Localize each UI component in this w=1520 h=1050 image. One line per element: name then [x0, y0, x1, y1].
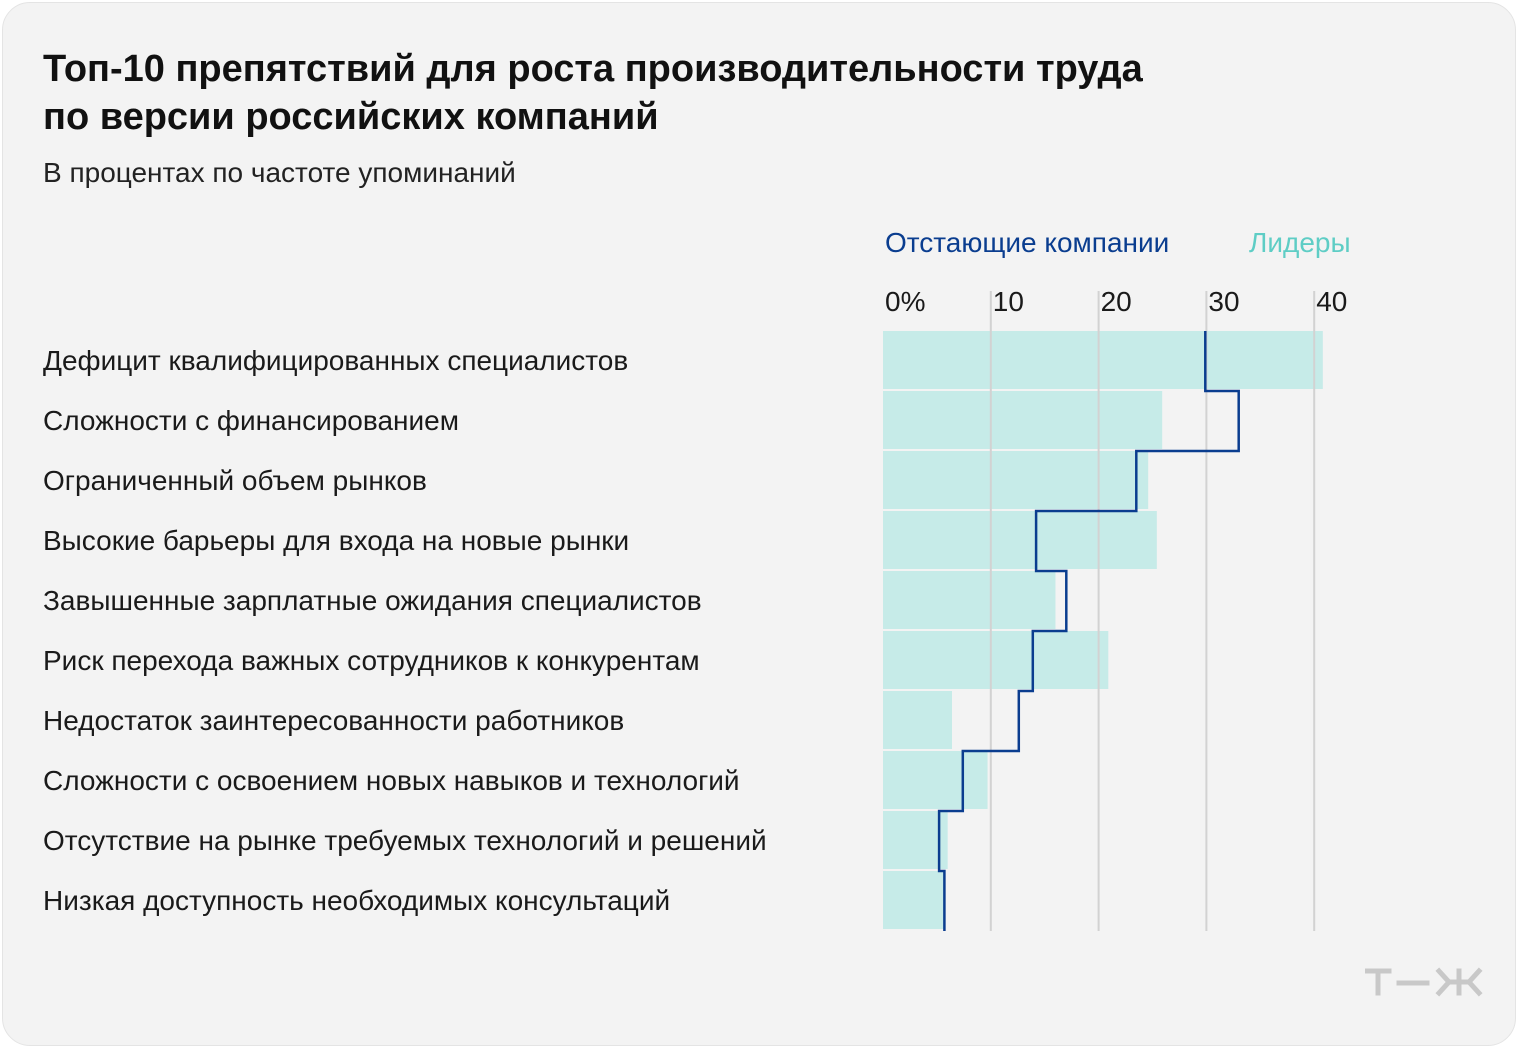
category-label-6: Недостаток заинтересованности работников [43, 705, 625, 736]
chart-title: Топ-10 препятствий для роста производите… [43, 45, 1343, 141]
chart-title-line-2: по версии российских компаний [43, 96, 659, 138]
bar-leaders-2 [883, 451, 1149, 509]
legend-laggards: Отстающие компании [885, 227, 1170, 258]
category-label-3: Высокие барьеры для входа на новые рынки [43, 525, 630, 556]
category-label-4: Завышенные зарплатные ожидания специалис… [43, 585, 702, 616]
x-tick-label-2: 20 [1101, 286, 1132, 317]
category-label-9: Низкая доступность необходимых консульта… [43, 885, 671, 916]
x-tick-label-3: 30 [1208, 286, 1239, 317]
category-label-5: Риск перехода важных сотрудников к конку… [43, 645, 700, 676]
chart-plot: 0% 10 20 30 40 [883, 286, 1347, 931]
bar-leaders-5 [883, 631, 1109, 689]
bar-leaders-3 [883, 511, 1157, 569]
chart-title-line-1: Топ-10 препятствий для роста производите… [43, 48, 1143, 90]
category-label-1: Сложности с финансированием [43, 405, 459, 436]
bar-leaders-4 [883, 571, 1056, 629]
category-label-8: Отсутствие на рынке требуемых технологий… [43, 825, 767, 856]
chart-subtitle: В процентах по частоте упоминаний [43, 157, 516, 188]
bar-leaders-0 [883, 331, 1323, 389]
legend-leaders: Лидеры [1249, 227, 1351, 258]
bar-leaders-1 [883, 391, 1163, 449]
x-tick-label-0: 0% [885, 286, 925, 317]
bar-leaders-6 [883, 691, 952, 749]
bar-leaders-7 [883, 751, 988, 809]
category-label-2: Ограниченный объем рынков [43, 465, 427, 496]
x-tick-label-4: 40 [1316, 286, 1347, 317]
category-label-0: Дефицит квалифицированных специалистов [43, 345, 629, 376]
bar-leaders-9 [883, 871, 946, 929]
bar-leaders-8 [883, 811, 948, 869]
category-label-7: Сложности с освоением новых навыков и те… [43, 765, 740, 796]
x-tick-label-1: 10 [993, 286, 1024, 317]
step-line-laggards [937, 331, 1240, 931]
tzh-logo [1365, 967, 1483, 997]
tzh-logo-icon [1365, 967, 1483, 997]
